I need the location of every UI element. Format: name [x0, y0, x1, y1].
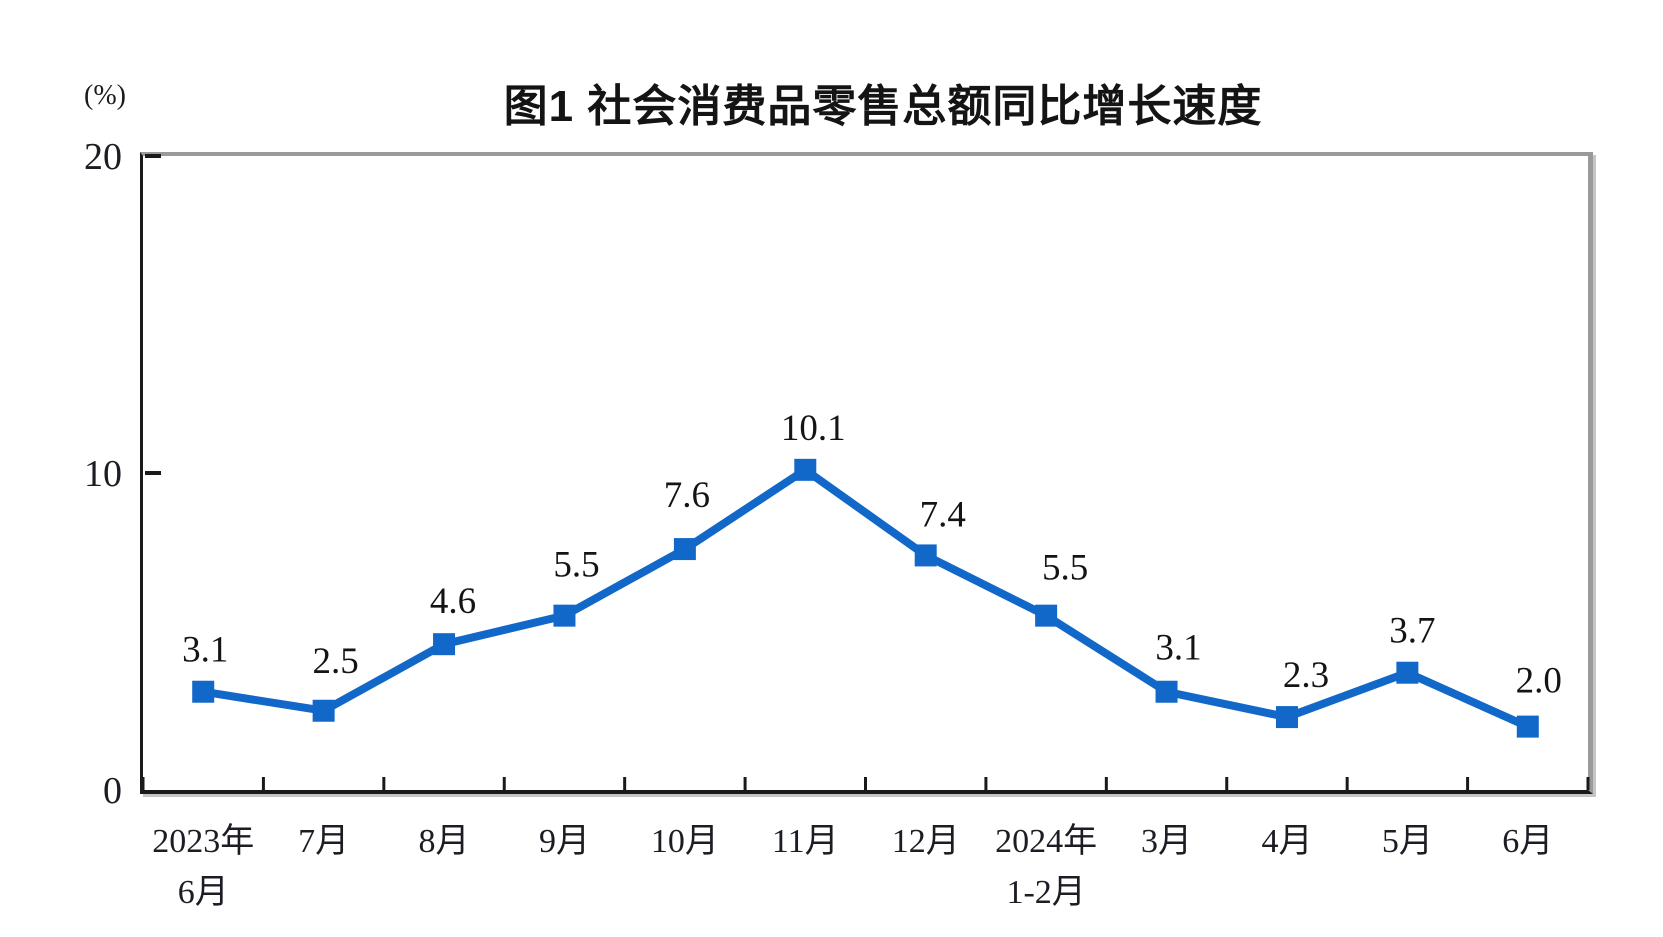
data-label: 3.7: [1389, 611, 1435, 652]
data-label: 2.3: [1283, 655, 1329, 696]
y-tick-label: 0: [103, 770, 122, 812]
data-label: 3.1: [1155, 628, 1201, 669]
data-point-marker: [1396, 661, 1419, 684]
x-axis-labels: 2023年 6月 7月 8月 9月 10月 11月 12月 2024年 1-2月 3月 4月 5月 6月: [152, 822, 1553, 911]
data-label: 7.6: [664, 475, 710, 516]
data-label: 2.5: [313, 641, 359, 682]
data-point-marker: [312, 699, 335, 722]
x-tick-label: 2024年 1-2月: [995, 822, 1097, 911]
x-tick-label: 8月: [419, 823, 470, 860]
data-label: 5.5: [1042, 548, 1088, 589]
x-tick-label: 3月: [1141, 823, 1192, 860]
x-tick-label: 5月: [1382, 823, 1433, 860]
data-label: 3.1: [182, 630, 228, 671]
data-point-marker: [553, 604, 576, 627]
x-tick-label: 10月: [651, 823, 719, 860]
data-point-marker: [673, 538, 696, 561]
x-axis-ticks: [141, 777, 1590, 790]
x-tick-label: 6月: [1502, 823, 1553, 860]
data-label: 10.1: [781, 408, 846, 449]
x-tick-label: 2023年 6月: [152, 822, 254, 911]
y-tick-label: 20: [84, 136, 122, 178]
y-axis-unit-label: (%): [84, 80, 126, 111]
data-label: 2.0: [1516, 661, 1562, 702]
data-labels: 3.1 2.5 4.6 5.5 7.6 10.1 7.4 5.5 3.1 2.3 3.7 2.0: [182, 408, 1562, 702]
x-tick-label: 12月: [892, 823, 960, 860]
y-axis-ticks: [145, 154, 161, 475]
data-point-marker: [433, 633, 456, 656]
x-tick-label: 4月: [1261, 823, 1312, 860]
data-label: 7.4: [920, 494, 966, 535]
data-point-markers: [192, 458, 1539, 738]
data-point-marker: [192, 680, 215, 703]
x-tick-label: 7月: [298, 823, 349, 860]
plot-area: [140, 152, 1593, 794]
data-label: 5.5: [553, 545, 599, 586]
x-tick-label: 11月: [772, 823, 839, 860]
x-tick-label: 9月: [539, 823, 590, 860]
y-tick-label: 10: [84, 453, 122, 495]
data-point-marker: [1155, 680, 1178, 703]
y-axis-labels: 0 10 20: [84, 136, 122, 812]
data-series-line: [202, 464, 1530, 731]
data-point-marker: [794, 458, 817, 481]
data-point-marker: [1035, 604, 1058, 627]
data-point-marker: [1275, 706, 1298, 729]
chart-title: 图1 社会消费品零售总额同比增长速度: [503, 82, 1263, 131]
data-point-marker: [1516, 715, 1539, 738]
data-label: 4.6: [430, 581, 476, 622]
data-point-marker: [914, 544, 937, 567]
